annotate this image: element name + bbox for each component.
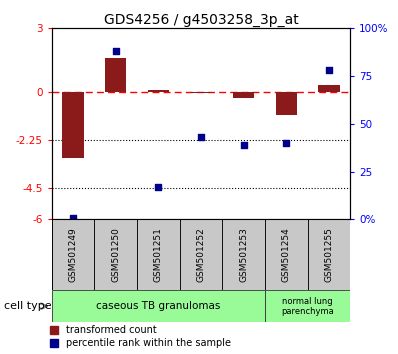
Bar: [62, 92, 84, 158]
Text: normal lung
parenchyma: normal lung parenchyma: [281, 297, 334, 316]
Title: GDS4256 / g4503258_3p_at: GDS4256 / g4503258_3p_at: [103, 13, 298, 27]
Bar: [265, 290, 350, 322]
Text: GSM501252: GSM501252: [197, 228, 205, 282]
Point: [283, 140, 289, 146]
Point: [326, 68, 332, 73]
Text: GSM501249: GSM501249: [68, 228, 78, 282]
Text: caseous TB granulomas: caseous TB granulomas: [96, 301, 220, 311]
Point: [240, 142, 247, 148]
Text: GSM501254: GSM501254: [282, 228, 291, 282]
Point: [70, 215, 76, 221]
Point: [113, 48, 119, 54]
Point: [155, 184, 162, 190]
Bar: [148, 90, 169, 92]
Text: GSM501255: GSM501255: [324, 227, 334, 282]
Bar: [318, 85, 339, 92]
Bar: [52, 219, 94, 290]
Bar: [275, 92, 297, 115]
Bar: [265, 219, 308, 290]
Point: [198, 135, 204, 140]
Bar: [137, 219, 179, 290]
Text: GSM501253: GSM501253: [239, 227, 248, 282]
Bar: [52, 290, 265, 322]
Bar: [222, 219, 265, 290]
Bar: [105, 58, 127, 92]
Bar: [308, 219, 350, 290]
Bar: [190, 92, 212, 93]
Text: cell type: cell type: [4, 301, 52, 311]
Bar: [94, 219, 137, 290]
Text: GSM501250: GSM501250: [111, 227, 120, 282]
Bar: [233, 92, 254, 98]
Bar: [179, 219, 222, 290]
Text: GSM501251: GSM501251: [154, 227, 163, 282]
Legend: transformed count, percentile rank within the sample: transformed count, percentile rank withi…: [49, 324, 232, 349]
